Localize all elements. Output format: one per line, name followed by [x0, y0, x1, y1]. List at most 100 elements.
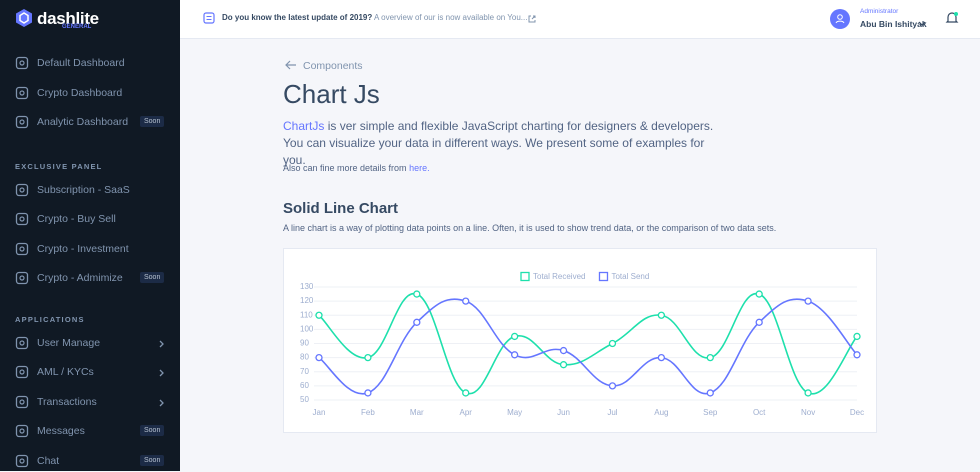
series-line	[318, 298, 858, 395]
data-point	[657, 311, 666, 319]
nav-icon	[15, 86, 29, 99]
x-tick-label: Mar	[410, 408, 424, 417]
brand-sub: GENERAL	[62, 24, 92, 30]
nav-label: Crypto - Admimize	[37, 272, 123, 284]
nav-badge: Soon	[140, 454, 165, 466]
nav-icon	[15, 212, 29, 226]
data-point	[559, 346, 568, 355]
nav-item[interactable]: Transactions	[15, 393, 165, 413]
user-avatar[interactable]	[830, 9, 850, 29]
nav-chevron	[159, 399, 164, 406]
user-name[interactable]: Abu Bin Ishityak	[860, 19, 927, 29]
data-point	[804, 297, 812, 305]
y-tick-label: 110	[300, 310, 313, 319]
nav-item[interactable]: User Manage	[15, 334, 165, 354]
x-tick-label: Jun	[557, 408, 570, 417]
data-point	[706, 353, 714, 362]
data-point	[559, 361, 568, 369]
nav-label: AML / KYCs	[37, 366, 94, 378]
more-link[interactable]: here.	[409, 163, 430, 173]
section-text: A line chart is a way of plotting data p…	[283, 223, 777, 233]
x-tick-label: Jul	[607, 408, 617, 417]
nav-badge: Soon	[140, 116, 165, 127]
nav-item[interactable]: Analytic Dashboard Soon	[15, 113, 165, 133]
data-point	[462, 389, 470, 397]
nav-label: User Manage	[37, 336, 101, 349]
more-info: Also can fine more details from here.	[283, 163, 430, 173]
external-icon	[528, 15, 536, 23]
notice-icon	[203, 12, 215, 24]
data-point	[657, 353, 666, 362]
data-point	[315, 311, 323, 319]
x-tick-label: Dec	[850, 408, 864, 417]
nav-icon	[15, 336, 29, 349]
data-point	[462, 297, 470, 305]
nav-icon	[15, 242, 29, 255]
nav-item[interactable]: Crypto - Admimize Soon	[15, 269, 165, 289]
intro-link[interactable]: ChartJs	[283, 119, 325, 133]
nav-heading: EXCLUSIVE PANEL	[15, 161, 103, 171]
nav-label: Subscription - SaaS	[37, 183, 130, 196]
data-point	[315, 353, 323, 362]
data-point	[364, 353, 372, 362]
nav-label: Crypto Dashboard	[37, 86, 123, 99]
nav-label: Crypto - Investment	[37, 242, 129, 255]
legend-label: Total Received	[533, 272, 585, 281]
nav-item[interactable]: Crypto - Buy Sell	[15, 210, 165, 230]
nav-item[interactable]: Subscription - SaaS	[15, 181, 165, 201]
nav-item[interactable]: Messages Soon	[15, 422, 165, 442]
data-point	[413, 318, 421, 326]
chart: 50 60 70 80 90 100 110 120 130 Jan Feb Mar Apr May Jun…	[300, 271, 864, 417]
bell-icon[interactable]	[945, 11, 959, 25]
nav-icon	[15, 395, 29, 408]
y-tick-label: 60	[300, 381, 309, 390]
nav-label: Transactions	[37, 395, 97, 408]
notice[interactable]: Do you know the latest update of 2019? A…	[222, 13, 527, 22]
nav-chevron	[159, 369, 164, 377]
intro-text: is ver simple and flexible JavaScript ch…	[283, 119, 714, 167]
nav-icon	[15, 115, 29, 129]
data-point	[853, 332, 861, 341]
x-tick-label: Oct	[753, 408, 766, 417]
legend-swatch	[598, 271, 609, 282]
nav-icon	[15, 454, 29, 467]
nav-badge: Soon	[140, 272, 165, 283]
y-tick-label: 120	[300, 296, 314, 305]
nav-icon	[15, 271, 29, 285]
x-tick-label: Jan	[313, 408, 326, 417]
user-caret	[918, 21, 926, 26]
nav-label: Analytic Dashboard	[37, 116, 129, 128]
nav-item[interactable]: Chat Soon	[15, 452, 165, 472]
sidebar: dashlite GENERAL Default Dashboard Crypto…	[0, 0, 180, 471]
page-title: Chart Js	[283, 79, 380, 109]
x-tick-label: Apr	[460, 408, 473, 417]
back-arrow[interactable]	[285, 60, 297, 70]
breadcrumb[interactable]: Components	[303, 60, 363, 72]
data-point	[510, 332, 519, 341]
legend-label: Total Send	[611, 272, 649, 281]
x-tick-label: Feb	[361, 408, 375, 417]
x-tick-label: Sep	[703, 408, 718, 417]
data-point	[608, 382, 617, 390]
data-point	[413, 290, 421, 298]
data-point	[755, 318, 763, 326]
y-tick-label: 80	[300, 353, 309, 362]
data-point	[804, 389, 812, 397]
y-tick-label: 50	[300, 395, 309, 404]
nav-label: Default Dashboard	[37, 57, 125, 69]
data-point	[853, 351, 861, 359]
data-point	[608, 339, 617, 348]
brand-icon	[16, 9, 32, 27]
nav-item[interactable]: Crypto Dashboard	[15, 84, 165, 104]
nav-item[interactable]: Crypto - Investment	[15, 240, 165, 260]
nav-item[interactable]: AML / KYCs	[15, 363, 165, 383]
nav-label: Crypto - Buy Sell	[37, 213, 116, 225]
x-tick-label: Nov	[801, 408, 815, 417]
nav-item[interactable]: Default Dashboard	[15, 54, 165, 74]
y-tick-label: 70	[300, 367, 309, 376]
nav-icon	[15, 56, 29, 70]
data-point	[364, 389, 372, 397]
data-point	[706, 389, 714, 397]
